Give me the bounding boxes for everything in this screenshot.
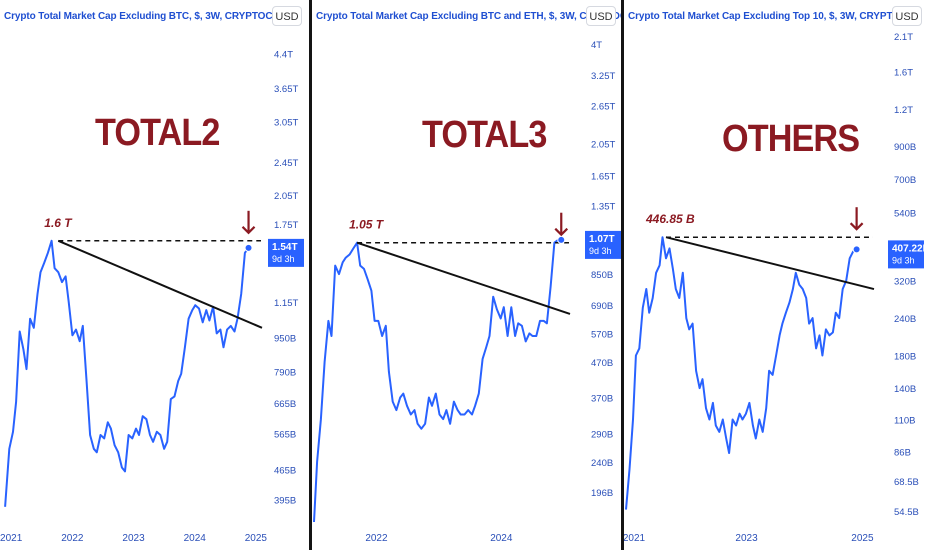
down-arrow-head-icon [849,222,864,231]
chart-panel-others: Crypto Total Market Cap Excluding Top 10… [624,0,932,550]
down-arrow-head-icon [554,227,569,237]
y-axis-tick-label: 565B [274,429,296,440]
y-axis-tick-label: 570B [591,329,613,340]
y-axis-tick-label: 2.65T [591,101,615,112]
y-axis-tick-label: 320B [894,277,916,288]
current-price-dot [244,243,253,252]
chart-big-label: TOTAL2 [95,112,220,154]
panel-title: Crypto Total Market Cap Excluding BTC, $… [4,11,287,22]
y-axis-tick-label: 850B [591,270,613,281]
y-axis-tick-label: 3.25T [591,71,615,82]
x-axis-tick-label: 2022 [61,533,84,544]
y-axis-tick-label: 665B [274,399,296,410]
y-axis-tick-label: 1.65T [591,172,615,183]
x-axis-tick-label: 2024 [184,533,207,544]
x-axis-tick-label: 2025 [245,533,268,544]
y-axis-tick-label: 110B [894,415,915,426]
current-value-tag [585,230,621,259]
panel-divider [309,0,312,550]
y-axis-tick-label: 2.05T [274,191,298,202]
y-axis-tick-label: 790B [274,367,296,378]
x-axis-tick-label: 2025 [851,533,874,544]
currency-button[interactable]: USD [272,6,302,26]
y-axis-tick-label: 540B [894,209,916,220]
countdown-label: 9d 3h [589,246,612,256]
y-axis-tick-label: 1.2T [894,105,913,116]
chart-panel-total3: Crypto Total Market Cap Excluding BTC an… [312,0,622,550]
trendline [57,239,263,329]
current-value-label: 407.22B [892,243,930,254]
x-axis-tick-label: 2021 [624,533,646,544]
y-axis-tick-label: 465B [274,465,296,476]
y-axis-tick-label: 470B [591,358,613,369]
currency-button[interactable]: USD [586,6,616,26]
y-axis-tick-label: 395B [274,496,296,507]
currency-button[interactable]: USD [892,6,922,26]
price-series-line [313,238,562,523]
x-axis-tick-label: 2023 [735,533,758,544]
chart-big-label: OTHERS [722,118,860,160]
current-value-label: 1.07T [589,234,615,245]
x-axis-tick-label: 2021 [0,533,23,544]
y-axis-tick-label: 86B [894,447,911,458]
trendline [356,241,571,315]
y-axis-tick-label: 240B [591,458,613,469]
panel-divider [621,0,624,550]
peak-label: 1.05 T [349,218,385,232]
y-axis-tick-label: 4T [591,40,602,51]
current-price-dot [852,245,861,254]
price-series-line [4,239,250,507]
x-axis-tick-label: 2023 [122,533,145,544]
current-price-dot [557,235,566,244]
chart-plot: 1.6 T 4.4T 3.65T 3.05T 2.45T 2.05T 1.75T 1.15T 9… [0,50,304,544]
x-axis-tick-label: 2022 [365,533,388,544]
y-axis-tick-label: 2.05T [591,139,615,150]
y-axis-tick-label: 140B [894,384,916,395]
y-axis-tick-label: 3.65T [274,84,298,95]
panel-title: Crypto Total Market Cap Excluding BTC an… [316,11,622,22]
y-axis-tick-label: 68.5B [894,477,919,488]
y-axis-tick-label: 4.4T [274,50,293,61]
trendline [665,236,875,291]
peak-label: 446.85 B [645,212,695,226]
price-series-line [625,236,858,510]
panel-title: Crypto Total Market Cap Excluding Top 10… [628,11,921,22]
y-axis-tick-label: 900B [894,142,916,153]
chart-plot: 1.05 T 4T 3.25T 2.65T 2.05T 1.65T 1.35T 850B 690… [313,40,621,544]
chart-panel-total2: Crypto Total Market Cap Excluding BTC, $… [0,0,310,550]
chart-big-label: TOTAL3 [422,114,547,156]
current-value-tag [888,240,924,269]
y-axis-tick-label: 3.05T [274,117,298,128]
countdown-label: 9d 3h [892,255,915,265]
x-axis-tick-label: 2024 [490,533,513,544]
y-axis-tick-label: 1.15T [274,298,298,309]
y-axis-tick-label: 700B [894,175,916,186]
y-axis-tick-label: 1.6T [894,67,913,78]
current-value-tag [268,238,304,267]
y-axis-tick-label: 2.45T [274,158,298,169]
y-axis-tick-label: 950B [274,333,296,344]
y-axis-tick-label: 1.75T [274,220,298,231]
y-axis-tick-label: 2.1T [894,32,913,43]
y-axis-tick-label: 690B [591,301,613,312]
y-axis-tick-label: 180B [894,351,916,362]
current-value-label: 1.54T [272,242,298,253]
y-axis-tick-label: 370B [591,394,613,405]
y-axis-tick-label: 54.5B [894,507,919,518]
down-arrow-head-icon [241,226,256,235]
countdown-label: 9d 3h [272,254,295,264]
y-axis-tick-label: 196B [591,488,613,499]
y-axis-tick-label: 1.35T [591,201,615,212]
y-axis-tick-label: 240B [894,314,916,325]
y-axis-tick-label: 290B [591,430,613,441]
peak-label: 1.6 T [44,216,73,230]
chart-plot: 446.85 B 2.1T 1.6T 1.2T 900B 700B 540B 320B 240B… [624,32,930,544]
